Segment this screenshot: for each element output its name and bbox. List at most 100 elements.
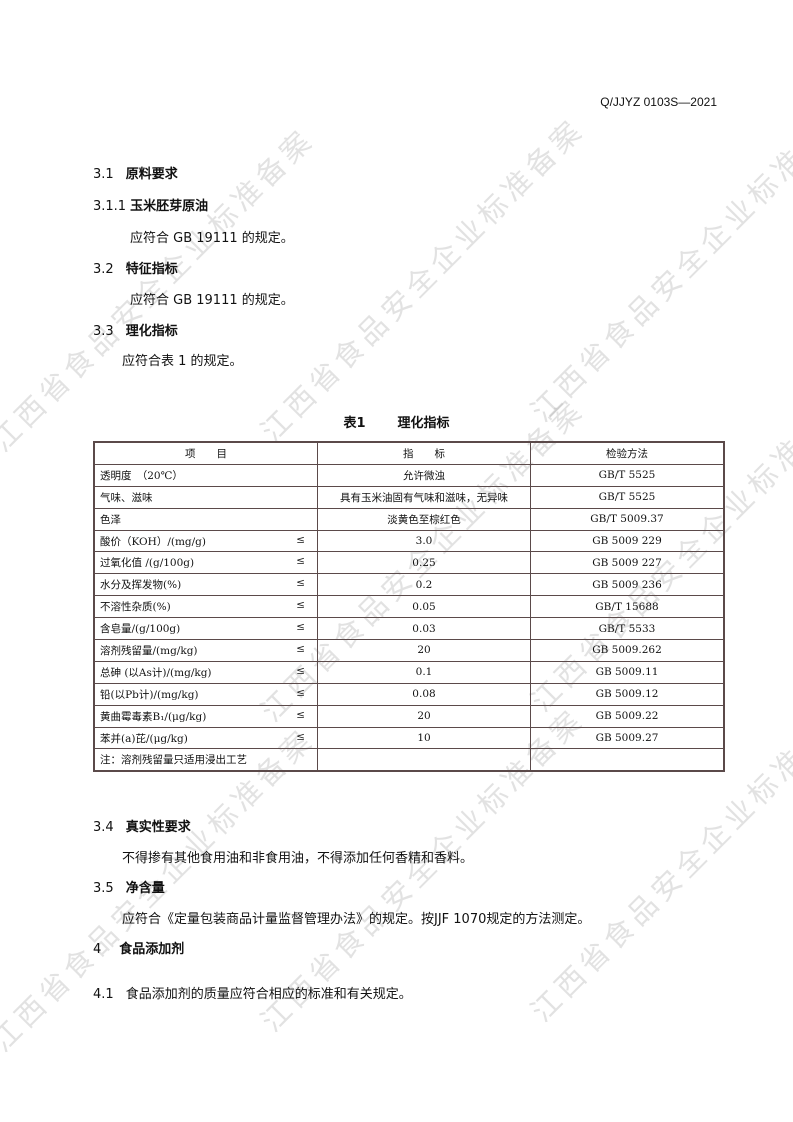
section-heading: 3.3 理化指标 [93,320,178,339]
section-number: 3.1 [93,167,114,182]
section-heading: 3.4 真实性要求 [93,816,191,835]
index-cell: 20 [317,704,531,728]
index-cell: 3.0 [317,529,531,553]
section-title: 净含量 [125,881,165,896]
item-label: 过氧化值 /(g/100g) [100,557,195,570]
item-cell: 铅(以Pb计)/(mg/kg) ≤ [93,682,318,706]
section-number: 3.5 [93,881,114,896]
section-heading: 3.5 净含量 [93,877,165,896]
item-cell: 水分及挥发物(%) ≤ [93,573,318,597]
method-cell: GB 5009.12 [530,682,725,706]
le-symbol: ≤ [296,555,305,568]
table-row: 气味、滋味 具有玉米油固有气味和滋味，无异味 GB/T 5525 [93,485,725,509]
header-method: 检验方法 [530,441,725,465]
document-code: Q/JJYZ 0103S—2021 [600,95,717,109]
le-symbol: ≤ [296,708,305,721]
method-cell: GB/T 5525 [530,485,725,509]
item-label: 气味、滋味 [100,491,153,504]
method-cell: GB 5009.11 [530,660,725,684]
index-cell: 0.03 [317,617,531,641]
paragraph: 应符合表 1 的规定。 [122,354,243,369]
table-number: 表1 [343,416,366,431]
table-row: 过氧化值 /(g/100g) ≤ 0.25 GB 5009 227 [93,551,725,575]
item-cell: 透明度 （20℃） [93,463,318,487]
table-row: 溶剂残留量/(mg/kg) ≤ 20 GB 5009.262 [93,639,725,662]
method-cell: GB 5009 236 [530,573,725,597]
item-label: 含皂量/(g/100g) [100,623,181,636]
watermark-text: 江西省食品安全企业标准备案 [254,111,591,449]
index-cell: 具有玉米油固有气味和滋味，无异味 [317,485,531,509]
section-heading: 3.2 特征指标 [93,258,178,277]
table-row: 水分及挥发物(%) ≤ 0.2 GB 5009 236 [93,573,725,597]
physicochemical-table: 项 目 指 标 检验方法 透明度 （20℃） 允许微浊 GB/T 5525 气味、… [93,441,725,773]
paragraph: 应符合 GB 19111 的规定。 [130,293,294,308]
le-symbol: ≤ [296,664,305,677]
index-cell: 0.08 [317,682,531,706]
method-cell: GB/T 5009.37 [530,507,725,531]
note-row: 注：溶剂残留量只适用浸出工艺 [93,748,725,772]
item-label: 水分及挥发物(%) [100,579,182,592]
section-number: 3.1.1 [93,199,127,214]
method-cell: GB/T 5533 [530,617,725,641]
table-row: 酸价（KOH）/(mg/g) ≤ 3.0 GB 5009 229 [93,529,725,553]
le-symbol: ≤ [296,686,305,699]
index-cell: 0.05 [317,595,531,619]
method-cell: GB/T 15688 [530,595,725,619]
table-row: 色泽 淡黄色至棕红色 GB/T 5009.37 [93,507,725,531]
item-label: 苯并(a)芘/(μg/kg) [100,732,188,745]
section-heading: 3.1.1 玉米胚芽原油 [93,195,208,214]
item-label: 透明度 （20℃） [100,469,183,482]
header-item: 项 目 [93,441,318,465]
empty-cell [317,748,531,772]
table-row: 铅(以Pb计)/(mg/kg) ≤ 0.08 GB 5009.12 [93,682,725,706]
le-symbol: ≤ [296,621,305,634]
table-row: 不溶性杂质(%) ≤ 0.05 GB/T 15688 [93,595,725,619]
watermark-text: 江西省食品安全企业标准备案 [524,91,793,429]
note-cell: 注：溶剂残留量只适用浸出工艺 [93,748,318,772]
table-row: 含皂量/(g/100g) ≤ 0.03 GB/T 5533 [93,617,725,641]
method-cell: GB 5009 227 [530,551,725,575]
item-cell: 总砷 (以As计)/(mg/kg) ≤ [93,660,318,684]
paragraph: 不得掺有其他食用油和非食用油，不得添加任何香精和香料。 [122,851,474,866]
item-cell: 气味、滋味 [93,485,318,509]
method-cell: GB 5009.27 [530,726,725,750]
table-row: 总砷 (以As计)/(mg/kg) ≤ 0.1 GB 5009.11 [93,660,725,684]
section-number: 4.1 [93,987,114,1002]
le-symbol: ≤ [296,643,305,656]
table-row: 透明度 （20℃） 允许微浊 GB/T 5525 [93,463,725,487]
section-title: 特征指标 [125,262,178,277]
item-cell: 溶剂残留量/(mg/kg) ≤ [93,639,318,662]
paragraph: 应符合《定量包装商品计量监督管理办法》的规定。按JJF 1070规定的方法测定。 [122,912,591,927]
index-cell: 0.25 [317,551,531,575]
section-title: 真实性要求 [125,820,191,835]
section-number: 3.4 [93,820,114,835]
item-cell: 过氧化值 /(g/100g) ≤ [93,551,318,575]
section-number: 3.2 [93,262,114,277]
le-symbol: ≤ [296,577,305,590]
index-cell: 10 [317,726,531,750]
section-title: 原料要求 [125,167,178,182]
le-symbol: ≤ [296,533,305,546]
item-label: 铅(以Pb计)/(mg/kg) [100,688,199,701]
index-cell: 淡黄色至棕红色 [317,507,531,531]
section-heading: 4 食品添加剂 [93,938,184,957]
table-row: 黄曲霉毒素B₁/(μg/kg) ≤ 20 GB 5009.22 [93,704,725,728]
le-symbol: ≤ [296,599,305,612]
section-title: 理化指标 [125,324,178,339]
paragraph: 应符合 GB 19111 的规定。 [130,231,294,246]
index-cell: 0.2 [317,573,531,597]
table-caption: 表1 理化指标 [0,412,793,431]
le-symbol: ≤ [296,730,305,743]
empty-cell [530,748,725,772]
item-cell: 不溶性杂质(%) ≤ [93,595,318,619]
index-cell: 允许微浊 [317,463,531,487]
item-label: 溶剂残留量/(mg/kg) [100,644,198,657]
section-heading: 3.1 原料要求 [93,163,178,182]
item-label: 酸价（KOH）/(mg/g) [100,535,206,548]
table-header-row: 项 目 指 标 检验方法 [93,441,725,465]
table-row: 苯并(a)芘/(μg/kg) ≤ 10 GB 5009.27 [93,726,725,750]
section-number: 4 [93,942,102,957]
section-number: 3.3 [93,324,114,339]
item-label: 不溶性杂质(%) [100,601,171,614]
item-cell: 含皂量/(g/100g) ≤ [93,617,318,641]
